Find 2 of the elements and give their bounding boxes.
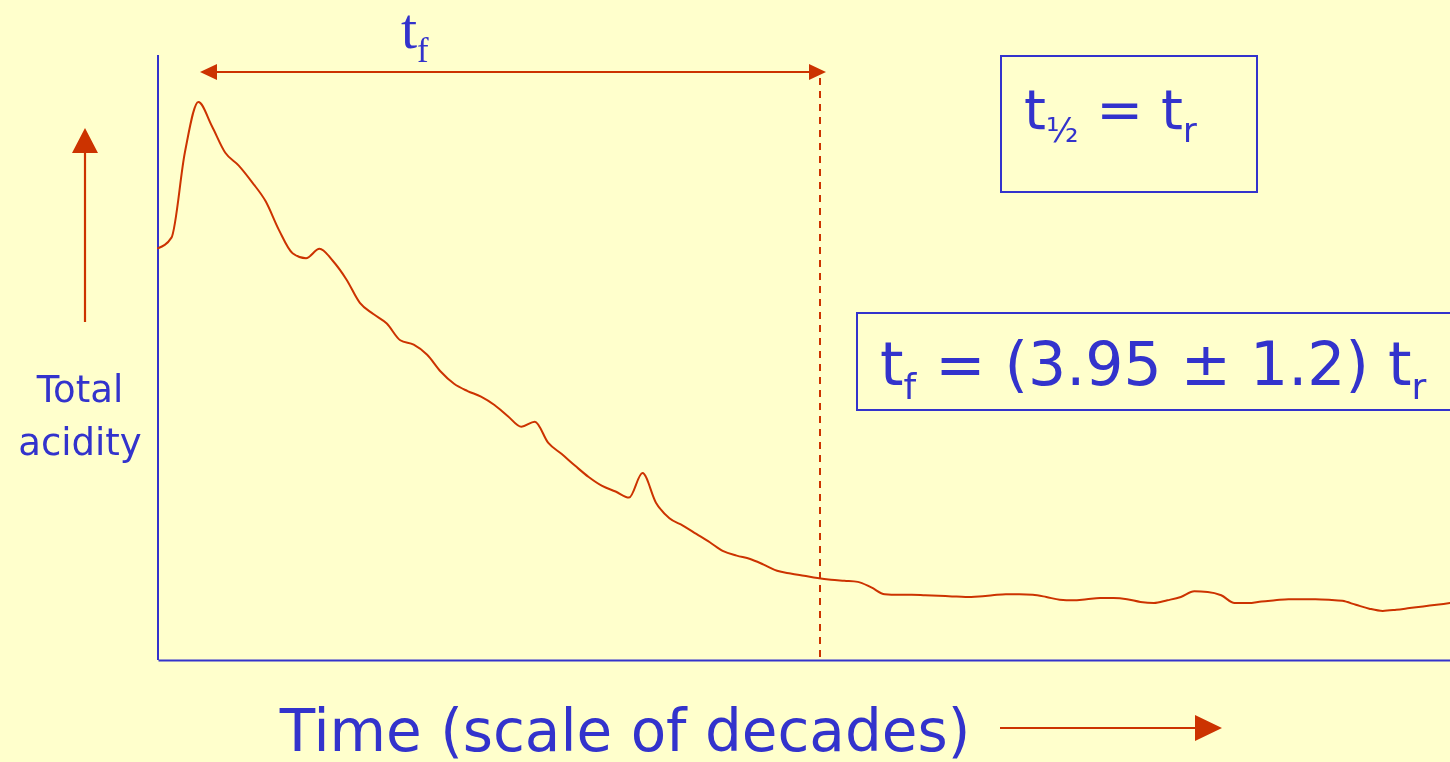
y-axis-title: Total acidity [18,368,142,464]
x-axis-title: Time (scale of decades) [278,697,971,762]
